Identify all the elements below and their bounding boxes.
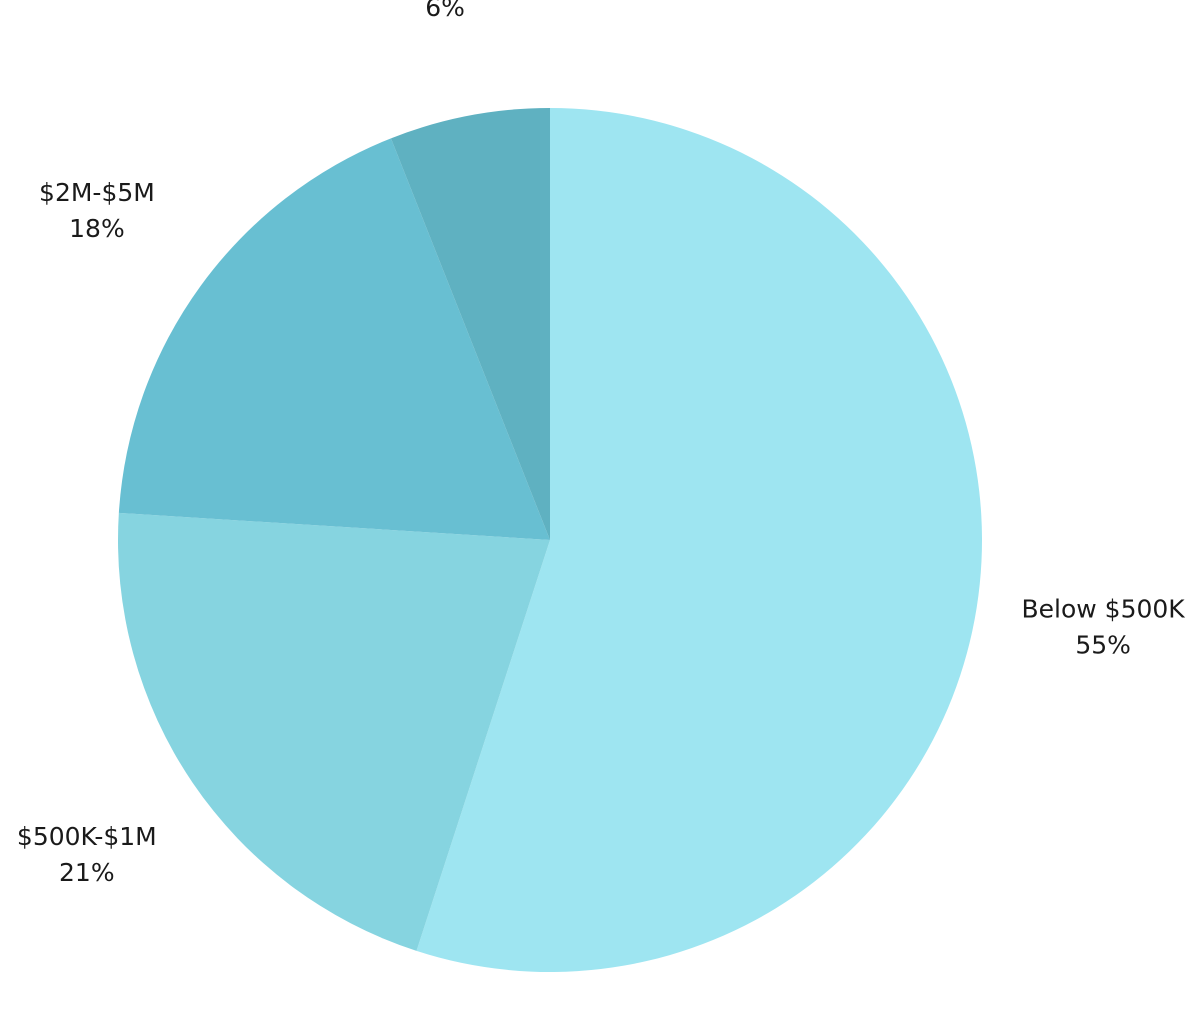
slice-label-group-1: $500K-$1M 21%: [17, 822, 157, 887]
slice-label-1: $500K-$1M: [17, 822, 157, 851]
slice-label-group-3: $5M+6%: [425, 0, 465, 22]
slice-label-0: Below $500K: [1022, 595, 1186, 624]
pie-slice-2: [118, 138, 551, 541]
slice-value-label-1: 21%: [59, 858, 115, 887]
pie-slice-3: [390, 108, 550, 540]
pie-slice-1: [117, 512, 551, 951]
slice-label-group-0: Below $500K 55%: [1022, 595, 1186, 660]
slice-label-group-2: $2M-$5M 18%: [39, 178, 155, 243]
slice-value-label-0: 55%: [1075, 631, 1131, 660]
pie-slices: [117, 108, 982, 973]
slice-value-label-2: 18%: [69, 214, 125, 243]
slice-label-2: $2M-$5M: [39, 178, 155, 207]
pie-labels: Below $500K 55% $500K-$1M 21% $2M-$5M 18% $5M+…: [17, 0, 1185, 887]
pie-slice-0: [416, 108, 982, 973]
slice-value-label-3: 6%: [425, 0, 465, 22]
